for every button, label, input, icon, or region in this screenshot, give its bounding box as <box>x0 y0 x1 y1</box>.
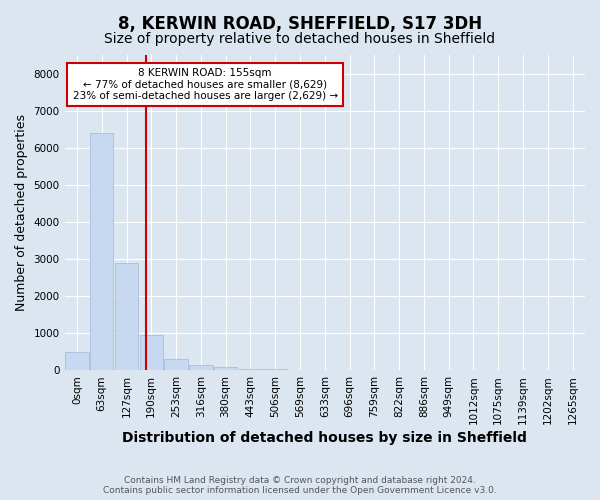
Text: 8, KERWIN ROAD, SHEFFIELD, S17 3DH: 8, KERWIN ROAD, SHEFFIELD, S17 3DH <box>118 15 482 33</box>
Bar <box>65 352 89 370</box>
Text: Contains HM Land Registry data © Crown copyright and database right 2024.
Contai: Contains HM Land Registry data © Crown c… <box>103 476 497 495</box>
Bar <box>164 360 188 370</box>
Bar <box>189 365 212 370</box>
Bar <box>115 263 138 370</box>
Bar <box>214 368 238 370</box>
X-axis label: Distribution of detached houses by size in Sheffield: Distribution of detached houses by size … <box>122 431 527 445</box>
Bar <box>90 133 113 370</box>
Bar <box>239 368 262 370</box>
Text: Size of property relative to detached houses in Sheffield: Size of property relative to detached ho… <box>104 32 496 46</box>
Bar <box>140 335 163 370</box>
Y-axis label: Number of detached properties: Number of detached properties <box>15 114 28 311</box>
Text: 8 KERWIN ROAD: 155sqm
← 77% of detached houses are smaller (8,629)
23% of semi-d: 8 KERWIN ROAD: 155sqm ← 77% of detached … <box>73 68 338 102</box>
